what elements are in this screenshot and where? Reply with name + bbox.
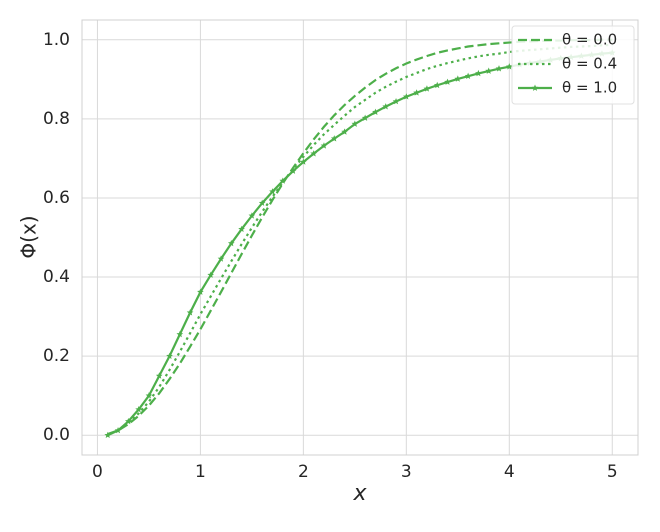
data-point bbox=[423, 85, 431, 92]
x-axis-label: x bbox=[352, 481, 367, 506]
data-point bbox=[341, 128, 348, 135]
x-tick-label: 1 bbox=[195, 462, 206, 482]
data-point bbox=[444, 78, 451, 85]
data-point bbox=[310, 150, 317, 157]
data-point bbox=[495, 65, 503, 72]
data-point bbox=[145, 392, 153, 399]
data-point bbox=[217, 255, 225, 262]
data-point bbox=[372, 108, 379, 115]
data-point bbox=[392, 97, 400, 105]
y-tick-label: 0.4 bbox=[43, 267, 70, 287]
legend-marker bbox=[531, 84, 539, 91]
data-point bbox=[330, 135, 338, 142]
data-point bbox=[485, 67, 493, 74]
data-point bbox=[269, 188, 276, 195]
data-point bbox=[454, 75, 462, 82]
data-point bbox=[176, 330, 184, 338]
data-point bbox=[403, 93, 410, 100]
legend-label: θ = 0.0 bbox=[562, 31, 617, 49]
data-point bbox=[464, 72, 472, 79]
legend-label: θ = 1.0 bbox=[562, 79, 617, 97]
data-point bbox=[227, 239, 235, 247]
data-point bbox=[505, 63, 513, 70]
x-tick-label: 0 bbox=[92, 462, 103, 482]
x-tick-label: 2 bbox=[298, 462, 309, 482]
legend: θ = 0.0 θ = 0.4 θ = 1.0 bbox=[511, 25, 635, 105]
plot-frame bbox=[81, 19, 639, 456]
y-tick-label: 0.2 bbox=[43, 346, 70, 366]
data-point bbox=[413, 89, 420, 96]
data-point bbox=[114, 426, 122, 434]
data-point bbox=[351, 120, 359, 127]
data-point bbox=[155, 372, 163, 379]
data-point bbox=[104, 431, 112, 439]
data-point bbox=[125, 417, 132, 425]
y-tick-label: 1.0 bbox=[43, 30, 70, 50]
series-line bbox=[107, 38, 613, 436]
data-point bbox=[361, 114, 369, 121]
data-point bbox=[320, 142, 328, 149]
y-tick-label: 0.8 bbox=[43, 109, 70, 129]
y-axis-label: Φ(x) bbox=[17, 215, 41, 258]
data-point bbox=[197, 288, 204, 295]
data-point bbox=[248, 212, 256, 219]
data-point bbox=[382, 103, 390, 110]
data-point bbox=[475, 69, 482, 77]
data-point bbox=[258, 199, 266, 206]
data-point bbox=[166, 352, 173, 359]
x-tick-label: 3 bbox=[401, 462, 412, 482]
data-point bbox=[289, 167, 297, 174]
data-point bbox=[207, 271, 215, 278]
legend-box bbox=[511, 25, 635, 105]
data-point bbox=[135, 406, 142, 413]
data-point bbox=[186, 309, 194, 316]
x-tick-label: 5 bbox=[607, 462, 618, 482]
data-point bbox=[300, 158, 307, 165]
y-tick-label: 0.6 bbox=[43, 188, 70, 208]
x-tick-label: 4 bbox=[504, 462, 515, 482]
y-tick-label: 0.0 bbox=[43, 425, 70, 445]
data-point bbox=[279, 177, 287, 184]
data-point bbox=[433, 81, 441, 89]
legend-label: θ = 0.4 bbox=[562, 55, 617, 73]
data-point bbox=[238, 225, 245, 233]
